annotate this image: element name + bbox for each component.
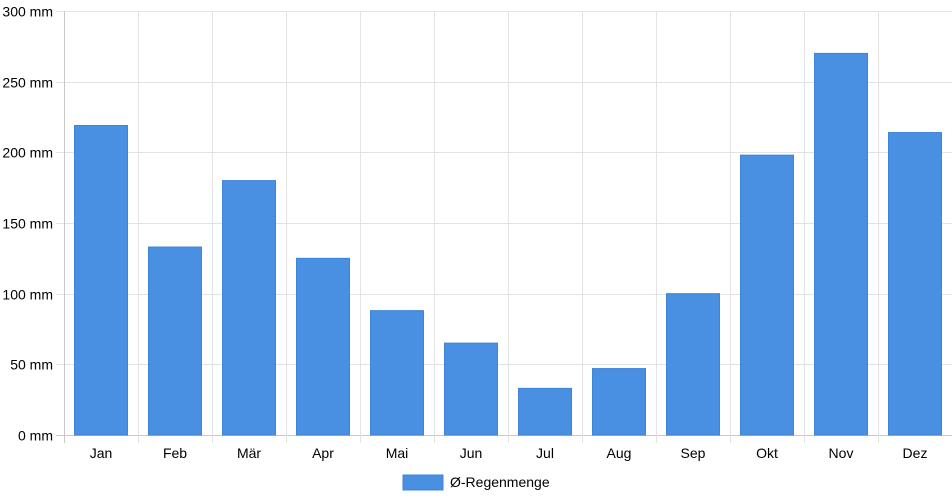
x-tick-label: Sep	[681, 445, 706, 461]
bar-mai[interactable]	[370, 310, 424, 436]
bar-apr[interactable]	[296, 257, 350, 436]
x-axis: Jan Feb Mär Apr Mai Jun Jul Aug Sep Okt Nov Dez	[90, 445, 928, 461]
legend[interactable]: Ø-Regenmenge	[402, 474, 550, 491]
bar-jun[interactable]	[444, 342, 498, 436]
x-tick-label: Apr	[312, 445, 334, 461]
y-tick-label: 250 mm	[2, 75, 53, 91]
x-tick-label: Aug	[607, 445, 632, 461]
bar-okt[interactable]	[740, 154, 794, 436]
x-tick-label: Jan	[90, 445, 113, 461]
y-tick-label: 300 mm	[2, 4, 53, 20]
x-tick-label: Jun	[460, 445, 483, 461]
x-tick-label: Nov	[829, 445, 854, 461]
x-tick-label: Dez	[903, 445, 928, 461]
bar-jul[interactable]	[518, 387, 572, 436]
legend-label: Ø-Regenmenge	[450, 474, 550, 490]
y-axis: 0 mm 50 mm 100 mm 150 mm 200 mm 250 mm 300 mm	[2, 4, 53, 444]
y-tick-label: 150 mm	[2, 216, 53, 232]
bar-jan[interactable]	[74, 124, 128, 436]
x-tick-label: Okt	[756, 445, 778, 461]
grid-lines	[56, 11, 952, 443]
bar-sep[interactable]	[666, 293, 720, 436]
x-tick-label: Mai	[386, 445, 409, 461]
legend-swatch	[402, 474, 444, 491]
x-tick-label: Feb	[163, 445, 187, 461]
y-tick-label: 100 mm	[2, 287, 53, 303]
bar-aug[interactable]	[592, 368, 646, 436]
x-tick-label: Jul	[536, 445, 554, 461]
y-tick-label: 0 mm	[18, 428, 53, 444]
bar-mär[interactable]	[222, 180, 276, 436]
bar-feb[interactable]	[148, 246, 202, 436]
y-tick-label: 50 mm	[10, 357, 53, 373]
bar-dez[interactable]	[888, 132, 942, 436]
bar-nov[interactable]	[814, 52, 868, 436]
y-tick-label: 200 mm	[2, 145, 53, 161]
bars	[74, 52, 942, 436]
x-tick-label: Mär	[237, 445, 261, 461]
